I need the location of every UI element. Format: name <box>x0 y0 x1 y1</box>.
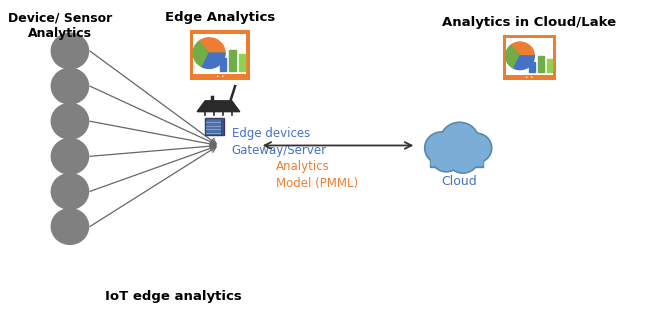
Text: IoT edge analytics: IoT edge analytics <box>105 290 242 303</box>
Bar <box>431 154 482 165</box>
Circle shape <box>448 144 478 172</box>
Wedge shape <box>505 45 520 68</box>
Circle shape <box>51 138 89 174</box>
Bar <box>505 39 553 75</box>
Bar <box>239 54 245 71</box>
Bar <box>503 35 556 80</box>
Wedge shape <box>514 56 534 70</box>
Bar <box>529 62 535 72</box>
Text: Cloud: Cloud <box>442 175 478 188</box>
Text: • •: • • <box>216 74 224 79</box>
Circle shape <box>446 142 480 173</box>
Wedge shape <box>202 53 225 68</box>
Circle shape <box>51 103 89 139</box>
Circle shape <box>433 145 460 170</box>
Wedge shape <box>199 38 225 53</box>
Circle shape <box>462 135 490 161</box>
Text: Analytics
Model (PMML): Analytics Model (PMML) <box>276 160 358 190</box>
Bar <box>221 118 224 135</box>
Bar <box>205 118 224 135</box>
Bar <box>431 154 482 165</box>
Circle shape <box>51 33 89 69</box>
Circle shape <box>425 132 459 164</box>
Text: • •: • • <box>525 75 533 80</box>
Bar <box>220 58 226 71</box>
Text: Device/ Sensor
Analytics: Device/ Sensor Analytics <box>8 11 112 41</box>
Text: Analytics in Cloud/Lake: Analytics in Cloud/Lake <box>442 16 617 29</box>
Wedge shape <box>511 42 534 56</box>
Bar <box>430 152 483 167</box>
Wedge shape <box>193 41 209 67</box>
Circle shape <box>432 143 461 172</box>
Bar <box>229 50 236 71</box>
Circle shape <box>442 124 478 158</box>
Text: Edge Analytics: Edge Analytics <box>165 11 275 24</box>
Bar <box>547 59 552 72</box>
Bar <box>193 34 246 74</box>
Polygon shape <box>197 101 240 112</box>
Circle shape <box>51 68 89 104</box>
Circle shape <box>426 133 457 163</box>
Circle shape <box>51 174 89 209</box>
Circle shape <box>461 133 492 163</box>
Bar <box>538 56 543 72</box>
Bar <box>190 30 250 80</box>
Circle shape <box>440 122 480 160</box>
Circle shape <box>51 209 89 244</box>
Text: Edge devices
Gateway/Server: Edge devices Gateway/Server <box>232 127 327 157</box>
